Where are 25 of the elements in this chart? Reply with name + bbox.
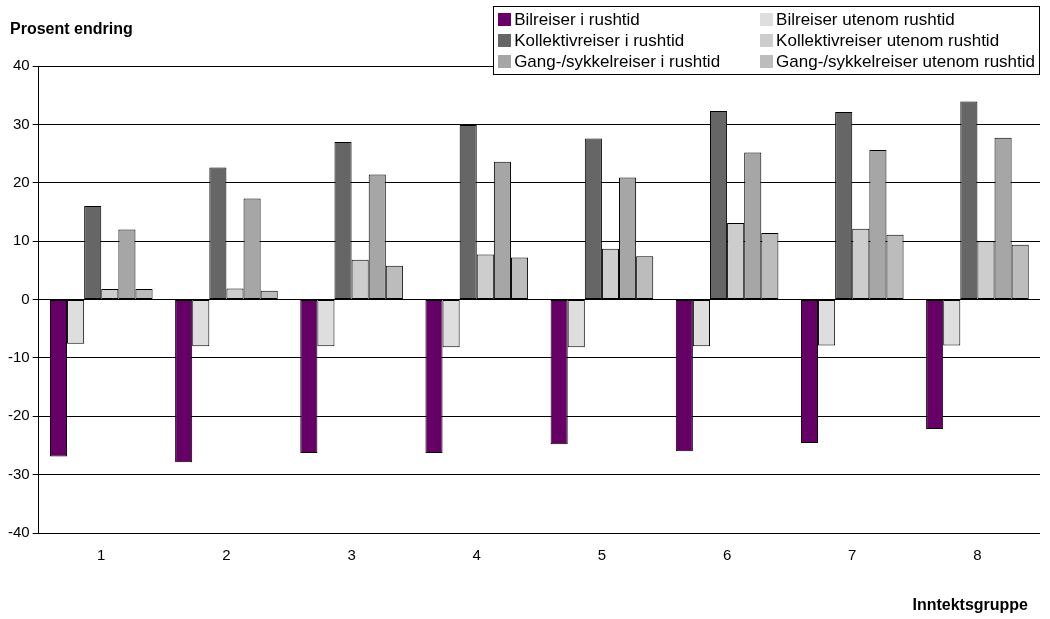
y-tick-label: -30 <box>7 464 30 482</box>
legend-label: Kollektivreiser utenom rushtid <box>776 30 1000 51</box>
y-tick-label: 20 <box>12 172 30 190</box>
x-tick-label: 4 <box>472 546 481 564</box>
y-tick-label: 0 <box>21 289 30 307</box>
legend-label: Bilreiser i rushtid <box>514 9 640 30</box>
x-tick-label: 1 <box>97 546 106 564</box>
legend-label: Bilreiser utenom rushtid <box>776 9 955 30</box>
y-tick-label: 10 <box>12 231 30 249</box>
x-tick-label: 7 <box>848 546 857 564</box>
x-tick-label: 5 <box>597 546 607 564</box>
x-axis-title: Inntektsgruppe <box>912 596 1028 614</box>
x-tick-label: 8 <box>973 546 982 564</box>
legend-label: Gang-/sykkelreiser i rushtid <box>514 51 721 72</box>
x-tick-label: 2 <box>222 546 231 564</box>
y-tick-label: -40 <box>7 523 30 541</box>
y-axis-title: Prosent endring <box>10 20 133 38</box>
legend-label: Kollektivreiser i rushtid <box>514 30 685 51</box>
y-tick-label: -10 <box>7 348 30 366</box>
x-tick-label: 3 <box>347 546 356 564</box>
legend-label: Gang-/sykkelreiser utenom rushtid <box>776 51 1035 72</box>
x-tick-label: 6 <box>722 546 732 564</box>
y-tick-label: -20 <box>7 406 30 424</box>
y-tick-label: 30 <box>12 114 30 132</box>
y-tick-label: 40 <box>12 56 30 74</box>
